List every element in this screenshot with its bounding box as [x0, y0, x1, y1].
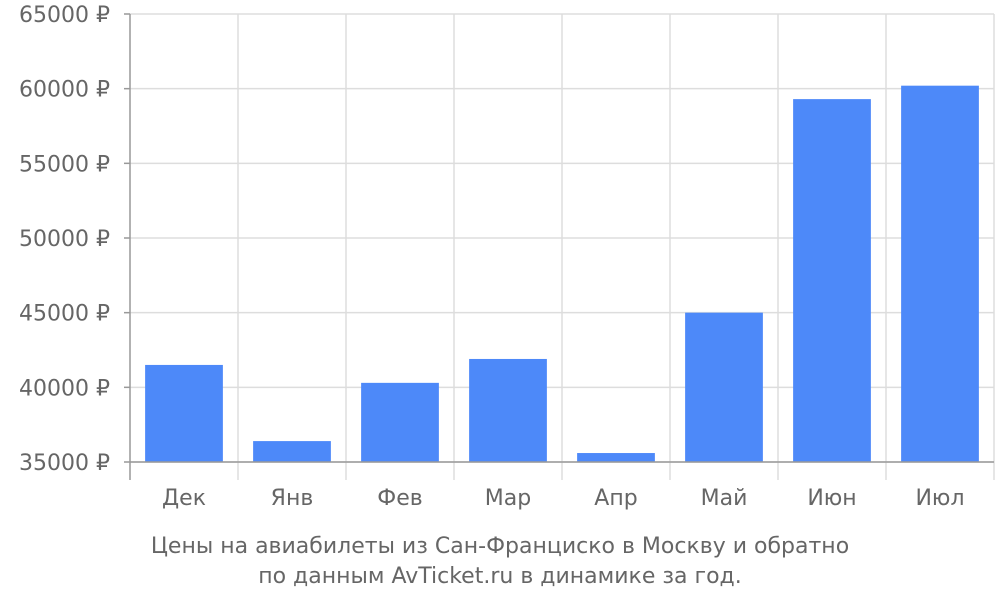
bar-1 — [145, 364, 223, 462]
bar-2 — [253, 441, 331, 462]
y-tick-label: 65000 ₽ — [19, 3, 110, 28]
y-tick-label: 40000 ₽ — [19, 376, 110, 401]
axes — [124, 13, 994, 480]
x-tick-label: Мар — [485, 486, 531, 511]
bar-3 — [361, 382, 439, 462]
bars — [145, 85, 979, 463]
tick-labels: 35000 ₽ 40000 ₽ 45000 ₽ 50000 ₽ 55000 ₽ 60000… — [19, 3, 965, 511]
bar-4 — [469, 358, 547, 462]
x-tick-label: Дек — [162, 486, 206, 511]
y-tick-label: 45000 ₽ — [19, 302, 110, 327]
y-tick-label: 55000 ₽ — [19, 152, 110, 177]
bar-5 — [577, 453, 655, 462]
chart-caption-line-2: по данным AvTicket.ru в динамике за год. — [258, 564, 742, 589]
x-tick-label: Апр — [594, 486, 637, 511]
bar-6 — [685, 312, 763, 462]
bar-8 — [901, 85, 979, 463]
x-tick-label: Фев — [377, 486, 422, 511]
x-tick-label: Июл — [915, 486, 964, 511]
y-tick-label: 35000 ₽ — [19, 451, 110, 476]
y-tick-label: 50000 ₽ — [19, 227, 110, 252]
x-tick-label: Май — [701, 486, 748, 511]
chart-caption-line-1: Цены на авиабилеты из Сан-Франциско в Мо… — [150, 534, 850, 559]
x-tick-label: Янв — [271, 486, 314, 511]
y-tick-label: 60000 ₽ — [19, 78, 110, 103]
x-tick-label: Июн — [807, 486, 856, 511]
grid-lines — [130, 13, 995, 480]
bar-7 — [793, 99, 871, 463]
